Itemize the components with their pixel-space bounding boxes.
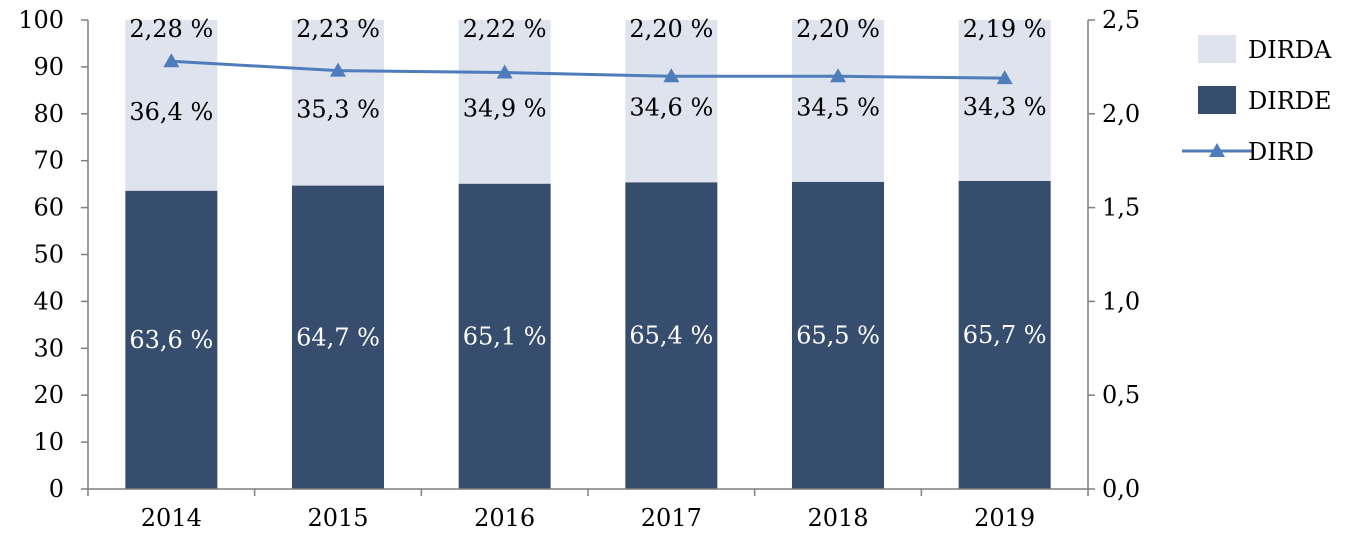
y-tick-label: 50: [33, 241, 64, 269]
y2-tick-label: 1,0: [1102, 287, 1140, 315]
x-tick-label-2014: 2014: [141, 504, 202, 532]
y-tick-label: 80: [33, 100, 64, 128]
y-tick-label: 90: [33, 53, 64, 81]
point-dird-2018: [830, 68, 846, 83]
y-tick-label: 40: [33, 287, 64, 315]
y2-tick-label: 0,0: [1102, 475, 1140, 503]
data-label-dirda-2016: 34,9 %: [463, 94, 547, 122]
bar-dirda-2019: [958, 20, 1051, 181]
legend-swatch-dirda: [1198, 35, 1236, 63]
point-dird-2014: [163, 53, 180, 68]
data-label-dird-2016: 2,22 %: [463, 15, 547, 43]
data-label-dirde-2016: 65,1 %: [463, 322, 547, 350]
y2-tick-label: 2,0: [1102, 100, 1140, 128]
data-label-dird-2017: 2,20 %: [629, 15, 713, 43]
point-dird-2017: [663, 68, 680, 83]
line-dird: [171, 59, 1005, 80]
legend-label-dirda: DIRDA: [1248, 36, 1332, 64]
legend-label-dird: DIRD: [1248, 138, 1314, 166]
x-tick-label-2017: 2017: [641, 504, 702, 532]
bar-dirda-2017: [625, 20, 718, 183]
bar-dirda-2016: [458, 20, 551, 184]
y-tick-label: 70: [33, 147, 64, 175]
bar-dirde-2014: [125, 190, 218, 489]
x-tick-label-2019: 2019: [974, 504, 1035, 532]
data-label-dirda-2018: 34,5 %: [796, 93, 880, 121]
bar-dirda-2015: [292, 20, 384, 186]
bar-dirde-2016: [458, 183, 551, 489]
y-tick-label: 100: [18, 6, 64, 34]
bar-dirda-2018: [792, 20, 884, 182]
data-label-dirde-2019: 65,7 %: [963, 321, 1047, 349]
bar-dirde-2019: [958, 180, 1051, 489]
data-label-dird-2019: 2,19 %: [963, 15, 1047, 43]
point-dird-2015: [330, 62, 346, 77]
y2-tick-label: 0,5: [1102, 381, 1140, 409]
bar-dirde-2017: [625, 182, 718, 490]
y-tick-label: 60: [33, 194, 64, 222]
x-tick-label-2016: 2016: [474, 504, 535, 532]
y-tick-label: 10: [33, 428, 64, 456]
bar-dirde-2018: [792, 181, 884, 489]
bar-dirda-2014: [125, 20, 218, 191]
y2-tick-label: 1,5: [1102, 194, 1140, 222]
data-label-dirda-2014: 36,4 %: [129, 98, 213, 126]
data-label-dirde-2018: 65,5 %: [796, 321, 880, 349]
point-dird-2019: [996, 70, 1013, 85]
point-dird-2016: [496, 64, 513, 79]
data-label-dirde-2015: 64,7 %: [296, 323, 380, 351]
y-tick-label: 30: [33, 334, 64, 362]
data-label-dirda-2015: 35,3 %: [296, 95, 380, 123]
y-tick-label: 20: [33, 381, 64, 409]
y2-tick-label: 2,5: [1102, 6, 1140, 34]
legend-label-dirde: DIRDE: [1248, 87, 1332, 115]
y-tick-label: 0: [49, 475, 64, 503]
legend-swatch-dirde: [1198, 86, 1236, 114]
data-label-dirde-2017: 65,4 %: [629, 322, 713, 350]
bar-dirde-2015: [292, 185, 384, 489]
data-label-dirda-2019: 34,3 %: [963, 93, 1047, 121]
data-label-dirda-2017: 34,6 %: [629, 94, 713, 122]
x-tick-label-2018: 2018: [807, 504, 868, 532]
data-label-dirde-2014: 63,6 %: [129, 326, 213, 354]
x-tick-label-2015: 2015: [307, 504, 368, 532]
data-label-dird-2018: 2,20 %: [796, 15, 880, 43]
data-label-dird-2014: 2,28 %: [129, 15, 213, 43]
data-label-dird-2015: 2,23 %: [296, 15, 380, 43]
legend-marker-dird: [1209, 143, 1225, 157]
